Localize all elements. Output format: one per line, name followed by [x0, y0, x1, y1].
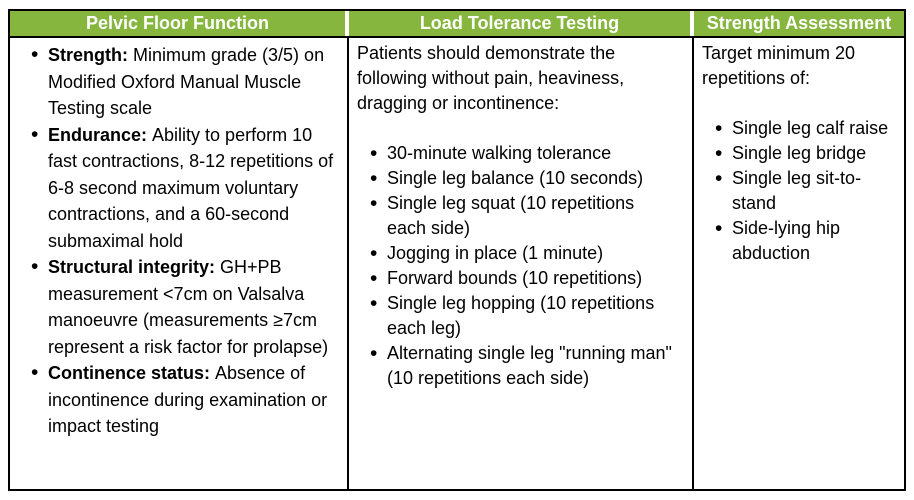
bullet-icon: •: [370, 192, 378, 215]
bullet-icon: •: [31, 43, 39, 66]
bullet-item: • 30-minute walking tolerance: [357, 141, 692, 166]
column-body: Target minimum 20 repetitions of: • Sing…: [692, 36, 904, 489]
bullet-icon: •: [370, 242, 378, 265]
bullet-text: Forward bounds (10 repetitions): [387, 268, 643, 288]
bullet-icon: •: [370, 267, 378, 290]
bullet-text: Single leg sit-to-stand: [732, 168, 862, 213]
column-header-pelvic-floor-function: Pelvic Floor Function: [10, 11, 345, 36]
bullet-term: Endurance:: [48, 124, 153, 145]
bullet-item: • Single leg calf raise: [702, 116, 904, 141]
bullet-text: Side-lying hip abduction: [732, 218, 841, 263]
bullet-icon: •: [715, 167, 723, 190]
column-load-tolerance-testing: Load Tolerance Testing Patients should d…: [347, 11, 692, 489]
bullet-item: • Single leg balance (10 seconds): [357, 166, 692, 191]
bullet-item: • Continence status: Absence of incontin…: [18, 360, 347, 440]
bullet-icon: •: [370, 342, 378, 365]
bullet-term: Continence status:: [48, 363, 216, 383]
bullet-term: Strength:: [48, 45, 133, 65]
bullet-item: • Single leg hopping (10 repetitions eac…: [357, 291, 692, 341]
bullet-text: 30-minute walking tolerance: [387, 143, 612, 163]
column-intro: Target minimum 20 repetitions of:: [702, 43, 856, 88]
bullet-item: • Strength: Minimum grade (3/5) on Modif…: [18, 42, 347, 122]
column-pelvic-floor-function: Pelvic Floor Function • Strength: Minimu…: [10, 11, 347, 489]
bullet-item: • Jogging in place (1 minute): [357, 241, 692, 266]
bullet-icon: •: [715, 142, 723, 165]
column-body: • Strength: Minimum grade (3/5) on Modif…: [10, 36, 347, 489]
bullet-item: • Forward bounds (10 repetitions): [357, 266, 692, 291]
bullet-text: Jogging in place (1 minute): [387, 243, 604, 263]
bullet-text: Single leg balance (10 seconds): [387, 168, 644, 188]
bullet-text: Single leg calf raise: [732, 118, 889, 138]
bullet-icon: •: [715, 217, 723, 240]
bullet-text: Single leg bridge: [732, 143, 867, 163]
bullet-text: Alternating single leg "running man" (10…: [387, 343, 672, 388]
bullet-term: Structural integrity:: [48, 257, 221, 277]
bullet-icon: •: [715, 117, 723, 140]
bullet-text: Continence status: Absence of incontinen…: [48, 363, 328, 436]
bullet-item: • Single leg sit-to-stand: [702, 166, 904, 216]
bullet-list: • Strength: Minimum grade (3/5) on Modif…: [18, 42, 347, 440]
bullet-text: Endurance: Ability to perform 10 fast co…: [48, 124, 334, 251]
bullet-list: • Single leg calf raise • Single leg bri…: [702, 116, 904, 266]
bullet-item: • Endurance: Ability to perform 10 fast …: [18, 122, 347, 255]
bullet-item: • Single leg squat (10 repetitions each …: [357, 191, 692, 241]
column-header-strength-assessment: Strength Assessment: [694, 11, 904, 36]
bullet-icon: •: [370, 142, 378, 165]
bullet-icon: •: [370, 167, 378, 190]
column-intro: Patients should demonstrate the followin…: [357, 43, 625, 113]
bullet-item: • Single leg bridge: [702, 141, 904, 166]
bullet-item: • Side-lying hip abduction: [702, 216, 904, 266]
column-body: Patients should demonstrate the followin…: [347, 36, 692, 489]
bullet-text: Single leg hopping (10 repetitions each …: [387, 293, 655, 338]
assessment-criteria-table: Pelvic Floor Function • Strength: Minimu…: [8, 9, 906, 491]
bullet-text: Single leg squat (10 repetitions each si…: [387, 193, 635, 238]
column-header-load-tolerance-testing: Load Tolerance Testing: [349, 11, 690, 36]
bullet-item: • Alternating single leg "running man" (…: [357, 341, 692, 391]
bullet-list: • 30-minute walking tolerance • Single l…: [357, 141, 692, 391]
bullet-icon: •: [31, 255, 39, 278]
bullet-icon: •: [31, 361, 39, 384]
bullet-item: • Structural integrity: GH+PB measuremen…: [18, 254, 347, 360]
column-strength-assessment: Strength Assessment Target minimum 20 re…: [692, 11, 904, 489]
bullet-icon: •: [31, 122, 39, 146]
bullet-text: Structural integrity: GH+PB measurement …: [48, 257, 329, 357]
bullet-icon: •: [370, 292, 378, 315]
bullet-text: Strength: Minimum grade (3/5) on Modifie…: [48, 45, 325, 118]
